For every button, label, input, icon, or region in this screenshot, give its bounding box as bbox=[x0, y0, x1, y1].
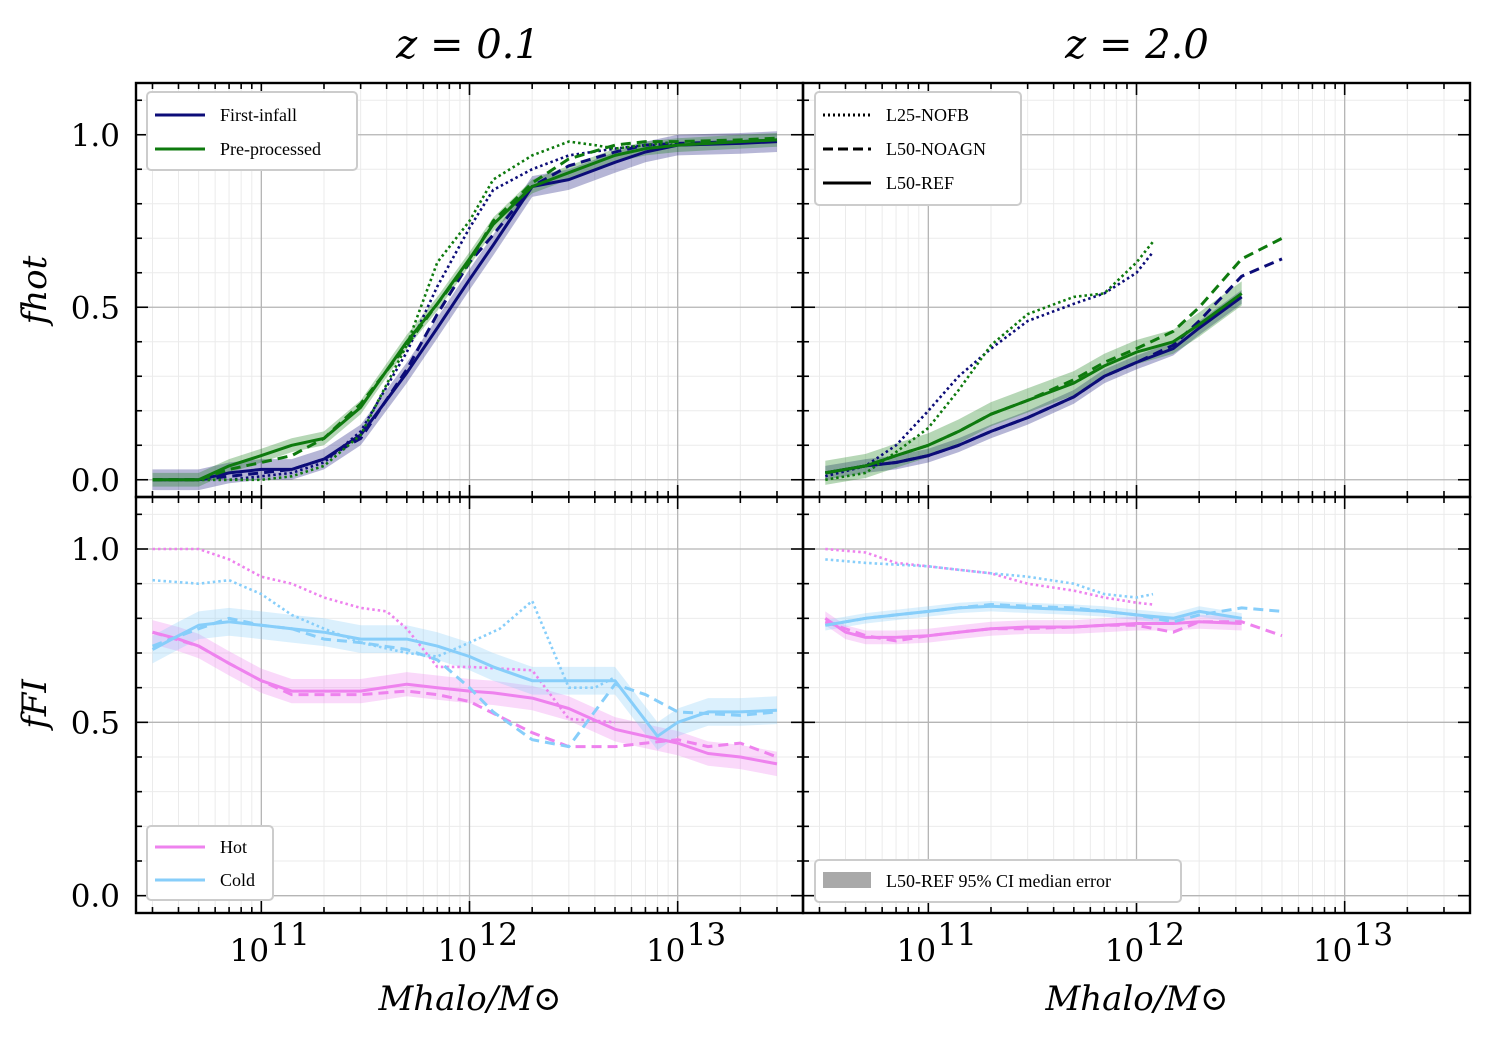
y-tick-label: 0.5 bbox=[71, 705, 120, 741]
x-tick-exponent: 12 bbox=[1146, 917, 1185, 953]
legend-group: First-infall Pre-processed bbox=[146, 91, 358, 171]
legend-l50-noagn: L50-NOAGN bbox=[886, 139, 986, 159]
legend-cold: Cold bbox=[220, 870, 255, 890]
x-tick-exponent: 13 bbox=[687, 917, 726, 953]
legend-pre-processed: Pre-processed bbox=[220, 139, 321, 159]
ylabel-ffi: fFI bbox=[15, 679, 55, 732]
y-tick-label: 1.0 bbox=[71, 118, 120, 154]
series-line bbox=[825, 240, 1155, 482]
title-z20: z = 2.0 bbox=[1064, 22, 1209, 68]
series-line bbox=[152, 140, 778, 482]
x-tick-label: 10 bbox=[438, 933, 477, 969]
series-line bbox=[825, 603, 1283, 627]
legend-runs: L25-NOFB L50-NOAGN L50-REF bbox=[814, 91, 1022, 206]
legend-l25-nofb: L25-NOFB bbox=[886, 105, 969, 125]
title-z01: z = 0.1 bbox=[395, 22, 540, 68]
xlabel-left: Mhalo/M⊙ bbox=[377, 979, 561, 1019]
x-tick-label: 10 bbox=[1105, 933, 1144, 969]
ci-band bbox=[825, 290, 1242, 480]
series-line bbox=[825, 257, 1283, 475]
ci-band bbox=[825, 281, 1242, 485]
legend-ci: L50-REF 95% CI median error bbox=[814, 859, 1182, 903]
x-tick-exponent: 13 bbox=[1354, 917, 1393, 953]
legend-phase: Hot Cold bbox=[146, 825, 274, 901]
series-line bbox=[824, 620, 1283, 643]
series-line bbox=[152, 136, 778, 482]
x-tick-label: 10 bbox=[646, 933, 685, 969]
series-line bbox=[152, 138, 778, 482]
series-line bbox=[825, 547, 1154, 606]
series-line bbox=[825, 558, 1154, 599]
panel-fFI_z2.0: 10 11 10 12 10 13 bbox=[801, 495, 1472, 969]
legend-hot: Hot bbox=[220, 837, 247, 857]
y-tick-label: 0.0 bbox=[71, 879, 120, 915]
legend-ci-swatch bbox=[823, 872, 871, 888]
series-line bbox=[152, 140, 678, 482]
xlabel-right: Mhalo/M⊙ bbox=[1044, 979, 1228, 1019]
y-tick-label: 0.0 bbox=[71, 463, 120, 499]
y-tick-label: 0.5 bbox=[71, 290, 120, 326]
ylabel-fhot: fhot bbox=[15, 255, 55, 327]
x-tick-label: 10 bbox=[230, 933, 269, 969]
x-tick-label: 10 bbox=[897, 933, 936, 969]
legend-first-infall: First-infall bbox=[220, 105, 297, 125]
x-tick-label: 10 bbox=[1313, 933, 1352, 969]
series-line bbox=[824, 251, 1155, 478]
legend-ci-label: L50-REF 95% CI median error bbox=[886, 871, 1111, 891]
legend-l50-ref: L50-REF bbox=[886, 173, 954, 193]
ci-band bbox=[825, 601, 1242, 631]
series-line bbox=[152, 630, 778, 759]
x-tick-exponent: 12 bbox=[479, 917, 518, 953]
x-tick-exponent: 11 bbox=[270, 917, 309, 953]
y-tick-label: 1.0 bbox=[71, 532, 120, 568]
panel-fhot_z0.1: 0.0 0.5 1.0 bbox=[71, 81, 805, 499]
panel-frame bbox=[801, 495, 1472, 915]
panel-fhot_z2.0 bbox=[801, 81, 1472, 499]
series-line bbox=[152, 578, 616, 689]
x-tick-exponent: 11 bbox=[937, 917, 976, 953]
series-line bbox=[151, 620, 778, 738]
ci-band bbox=[152, 607, 777, 751]
series-line bbox=[825, 236, 1283, 475]
series-line bbox=[152, 547, 616, 724]
ci-band bbox=[152, 620, 777, 777]
panels-layer: 0.00.51.00.00.51.010 11 10 12 10 13 10 11 10 12 10… bbox=[71, 81, 1472, 969]
